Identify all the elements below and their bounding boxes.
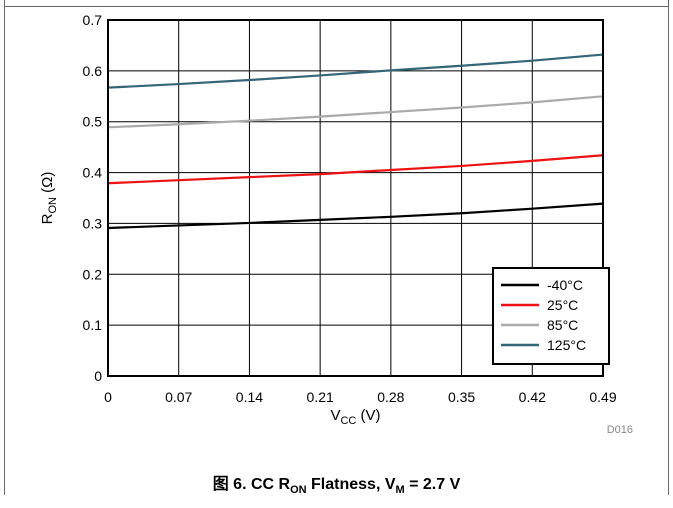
y-tick-label: 0.6 <box>83 63 103 79</box>
x-tick-label: 0.07 <box>165 389 192 405</box>
y-tick-label: 0.3 <box>83 215 103 231</box>
x-tick-label: 0.35 <box>448 389 475 405</box>
caption-middle: Flatness, V <box>306 476 396 493</box>
y-tick-label: 0.7 <box>83 12 103 28</box>
x-axis-label-unit: (V) <box>356 407 380 424</box>
x-tick-label: 0.28 <box>377 389 404 405</box>
page-frame-top <box>4 6 669 7</box>
legend: -40°C 25°C 85°C 125°C <box>492 267 610 365</box>
legend-label: 125°C <box>547 337 586 353</box>
caption-suffix: = 2.7 V <box>404 476 461 493</box>
legend-label: 25°C <box>547 297 578 313</box>
y-tick-label: 0.5 <box>83 114 103 130</box>
chart: 0 0.07 0.14 0.21 0.28 0.35 0.42 0.49 0 0.1 0.2 0.3 0… <box>39 12 633 436</box>
y-axis-label: RON (Ω) <box>39 172 59 225</box>
caption-prefix: 图 6. CC R <box>212 476 291 493</box>
series-line <box>107 95 604 129</box>
caption-sub-on: ON <box>290 484 307 497</box>
x-tick-label: 0.42 <box>519 389 546 405</box>
page-frame-right <box>668 0 669 495</box>
y-tick-label: 0.4 <box>83 165 103 181</box>
y-tick-label: 0.1 <box>83 317 103 333</box>
plot-border <box>107 19 604 377</box>
x-tick-label: 0.49 <box>589 389 616 405</box>
x-axis-label-main: V <box>330 407 340 424</box>
page-frame-left <box>4 0 5 495</box>
x-axis-label-sub: CC <box>340 415 356 427</box>
series-line <box>107 202 604 230</box>
caption-sub-m: M <box>395 484 405 497</box>
legend-label: 85°C <box>547 317 578 333</box>
tick-labels: 0 0.07 0.14 0.21 0.28 0.35 0.42 0.49 0 0.1 0.2 0.3 0… <box>83 12 617 405</box>
x-tick-label: 0 <box>104 389 112 405</box>
y-axis-label-unit: (Ω) <box>39 172 56 197</box>
y-axis-label-sub: ON <box>47 197 59 214</box>
figure-caption: 图 6. CC RON Flatness, VM = 2.7 V <box>0 470 673 496</box>
x-tick-label: 0.14 <box>236 389 263 405</box>
legend-label: -40°C <box>547 277 583 293</box>
series-lines <box>107 53 604 230</box>
y-tick-label: 0.2 <box>83 266 103 282</box>
y-tick-label: 0 <box>94 368 102 384</box>
series-line <box>107 154 604 185</box>
x-tick-label: 0.21 <box>307 389 334 405</box>
x-axis-label: VCC (V) <box>330 407 380 427</box>
y-axis-label-main: R <box>39 213 56 224</box>
series-line <box>107 53 604 89</box>
figure-code: D016 <box>607 424 633 436</box>
